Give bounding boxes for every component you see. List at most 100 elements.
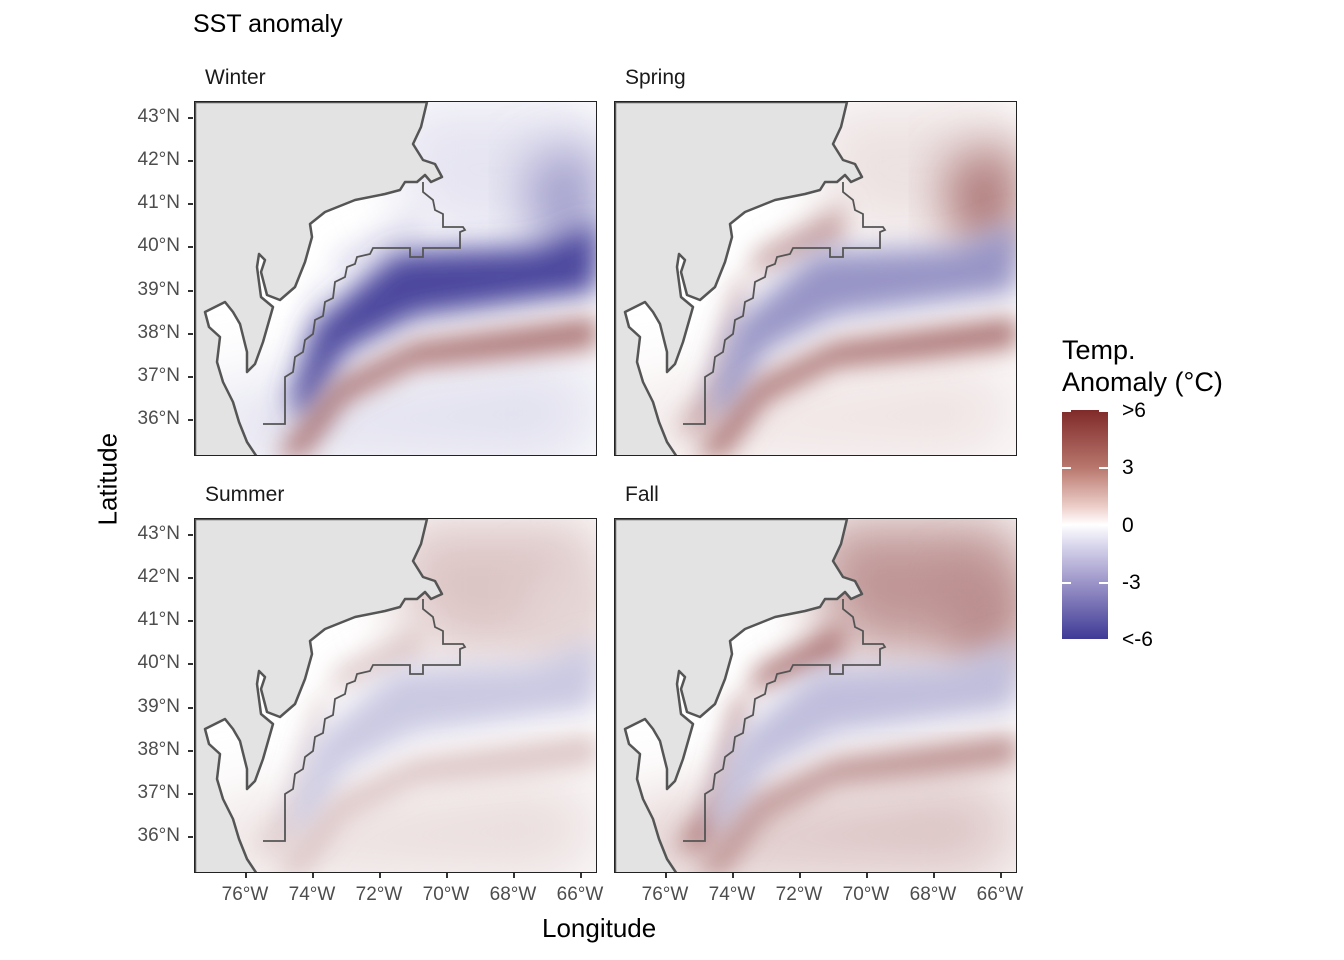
lon-tick-mark: [379, 873, 381, 878]
lat-tick-label: 40°N: [137, 235, 180, 256]
lon-tick-label: 76°W: [641, 884, 689, 905]
lat-tick-label: 42°N: [137, 149, 180, 170]
land-coastline: [615, 519, 864, 872]
lat-tick-mark: [188, 577, 193, 579]
lon-tick-label: 66°W: [556, 884, 604, 905]
legend-title: Temp. Anomaly (°C): [1062, 334, 1223, 398]
shelf-region-outline: [683, 182, 887, 425]
x-axis-title: Longitude: [542, 913, 657, 943]
anomaly-region-slope-warm: [276, 734, 596, 872]
lon-tick-mark: [866, 873, 868, 878]
shelf-region-outline: [263, 182, 467, 425]
legend-title-line2: Anomaly (°C): [1062, 367, 1223, 397]
lat-tick-label: 38°N: [137, 322, 180, 343]
lon-tick-label: 74°W: [288, 884, 336, 905]
lat-tick-mark: [188, 117, 193, 119]
lat-tick-label: 36°N: [137, 825, 180, 846]
lon-tick-mark: [732, 873, 734, 878]
lon-tick-mark: [446, 873, 448, 878]
lon-tick-label: 76°W: [221, 884, 269, 905]
anomaly-region-shelf-break: [290, 222, 596, 422]
lon-tick-mark: [1000, 873, 1002, 878]
lon-tick-mark: [312, 873, 314, 878]
figure-title: SST anomaly: [193, 10, 343, 38]
land-coastline: [195, 102, 444, 455]
land-coastline: [615, 102, 864, 455]
lon-tick-mark: [799, 873, 801, 878]
anomaly-region-shelf-break: [710, 639, 1016, 839]
anomaly-region-nearshore: [255, 202, 425, 432]
map-panel-fall: [614, 518, 1017, 873]
lat-tick-label: 37°N: [137, 365, 180, 386]
anomaly-region-nearshore: [675, 202, 845, 432]
anomaly-region-offshore-ne: [945, 559, 1016, 669]
anomaly-region-slope-warm: [696, 317, 1016, 455]
lat-tick-label: 41°N: [137, 192, 180, 213]
lat-tick-label: 39°N: [137, 279, 180, 300]
lon-tick-label: 66°W: [976, 884, 1024, 905]
shelf-region-outline: [263, 599, 467, 842]
lat-tick-label: 40°N: [137, 652, 180, 673]
lat-tick-mark: [188, 750, 193, 752]
lat-tick-mark: [188, 419, 193, 421]
lat-tick-mark: [188, 246, 193, 248]
lat-tick-label: 42°N: [137, 566, 180, 587]
legend-label-max: >6: [1122, 399, 1146, 422]
lon-tick-label: 70°W: [422, 884, 470, 905]
legend-colorbar: [1062, 410, 1108, 639]
lat-tick-mark: [188, 203, 193, 205]
lon-tick-label: 68°W: [909, 884, 957, 905]
anomaly-region-offshore-ne: [525, 559, 596, 669]
y-axis-title: Latitude: [92, 432, 123, 526]
lon-tick-label: 72°W: [775, 884, 823, 905]
anomaly-region-slope-warm: [696, 734, 1016, 872]
legend-label-neg3: -3: [1122, 571, 1141, 594]
anomaly-region-nearshore: [255, 619, 425, 849]
lon-tick-mark: [245, 873, 247, 878]
lat-tick-mark: [188, 290, 193, 292]
lat-tick-label: 36°N: [137, 408, 180, 429]
facet-label-fall: Fall: [625, 483, 659, 506]
anomaly-region-slope-warm: [276, 317, 596, 455]
lat-tick-label: 37°N: [137, 782, 180, 803]
facet-label-summer: Summer: [205, 483, 285, 506]
lat-tick-mark: [188, 620, 193, 622]
lat-tick-label: 38°N: [137, 739, 180, 760]
anomaly-region-offshore-ne: [525, 142, 596, 252]
facet-label-winter: Winter: [205, 66, 266, 89]
anomaly-region-shelf-break: [710, 222, 1016, 422]
shelf-region-outline: [683, 599, 887, 842]
lat-tick-mark: [188, 663, 193, 665]
map-panel-summer: [194, 518, 597, 873]
lat-tick-mark: [188, 160, 193, 162]
lat-tick-label: 41°N: [137, 609, 180, 630]
lat-tick-mark: [188, 376, 193, 378]
lat-tick-label: 39°N: [137, 696, 180, 717]
map-panel-spring: [614, 101, 1017, 456]
lon-tick-label: 70°W: [842, 884, 890, 905]
lat-tick-label: 43°N: [137, 523, 180, 544]
facet-label-spring: Spring: [625, 66, 686, 89]
lon-tick-label: 74°W: [708, 884, 756, 905]
legend-label-min: <-6: [1122, 628, 1153, 651]
lon-tick-label: 68°W: [489, 884, 537, 905]
lat-tick-mark: [188, 793, 193, 795]
legend-title-line1: Temp.: [1062, 335, 1136, 365]
legend-label-0: 0: [1122, 514, 1134, 537]
legend-label-3: 3: [1122, 456, 1134, 479]
lon-tick-mark: [513, 873, 515, 878]
anomaly-region-offshore-ne: [945, 142, 1016, 252]
lon-tick-mark: [580, 873, 582, 878]
map-panel-winter: [194, 101, 597, 456]
lat-tick-mark: [188, 707, 193, 709]
lat-tick-mark: [188, 836, 193, 838]
lon-tick-mark: [665, 873, 667, 878]
anomaly-region-shelf-break: [290, 639, 596, 839]
lat-tick-mark: [188, 534, 193, 536]
lat-tick-label: 43°N: [137, 106, 180, 127]
anomaly-region-nearshore: [675, 619, 845, 849]
lat-tick-mark: [188, 333, 193, 335]
land-coastline: [195, 519, 444, 872]
lon-tick-mark: [933, 873, 935, 878]
